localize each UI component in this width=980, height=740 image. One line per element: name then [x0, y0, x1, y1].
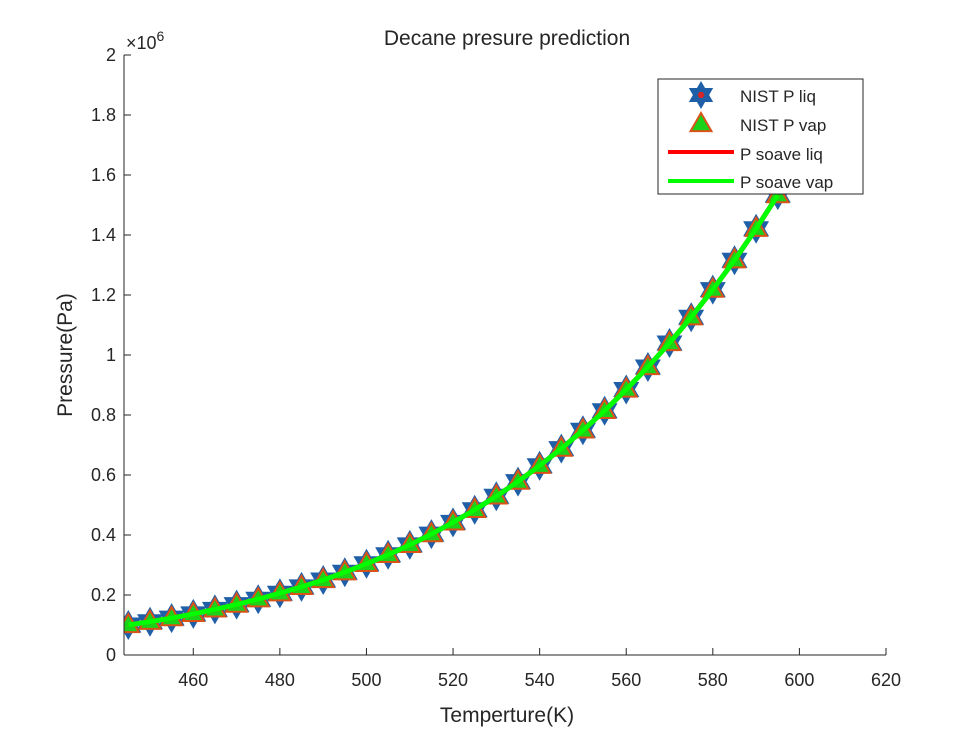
y-axis-label: Pressure(Pa)	[54, 293, 77, 417]
legend-label-p-soave-vap: P soave vap	[740, 173, 833, 192]
y-tick-label: 1.8	[91, 105, 116, 125]
y-multiplier-exponent: 6	[157, 28, 165, 44]
legend-entry-nist-p-vap: NIST P vap	[688, 110, 826, 135]
legend-triangle-shape	[688, 110, 714, 133]
y-tick-label: 2	[106, 45, 116, 65]
legend-label-nist-p-vap: NIST P vap	[740, 116, 826, 135]
x-tick-label: 580	[698, 670, 728, 690]
y-tick-label: 0.2	[91, 585, 116, 605]
y-multiplier-base: ×10	[126, 33, 157, 53]
y-tick-label: 0.6	[91, 465, 116, 485]
x-tick-label: 460	[178, 670, 208, 690]
x-tick-label: 620	[871, 670, 901, 690]
y-tick-label: 1	[106, 345, 116, 365]
x-tick-label: 520	[438, 670, 468, 690]
legend-hexagram-shape	[688, 81, 714, 109]
legend-entry-p-soave-liq: P soave liq	[668, 145, 823, 164]
series-3	[127, 193, 780, 628]
legend-entry-p-soave-vap: P soave vap	[668, 173, 833, 192]
legend: NIST P liq NIST P vap P soave liq P soav…	[657, 78, 864, 195]
y-tick-label: 1.4	[91, 225, 116, 245]
y-tick-label: 1.2	[91, 285, 116, 305]
x-tick-label: 560	[611, 670, 641, 690]
x-axis-label: Temperture(K)	[440, 704, 574, 727]
legend-triangle-marker	[688, 110, 714, 133]
y-tick-label: 0.8	[91, 405, 116, 425]
y-tick-label: 0	[106, 645, 116, 665]
y-tick-label: 0.4	[91, 525, 116, 545]
legend-label-p-soave-liq: P soave liq	[740, 145, 823, 164]
x-tick-label: 540	[525, 670, 555, 690]
y-tick-label: 1.6	[91, 165, 116, 185]
x-tick-label: 480	[265, 670, 295, 690]
legend-label-nist-p-liq: NIST P liq	[740, 87, 816, 106]
x-tick-label: 600	[784, 670, 814, 690]
legend-entry-nist-p-liq: NIST P liq	[688, 81, 816, 109]
x-tick-label: 500	[351, 670, 381, 690]
chart-title: Decane presure prediction	[384, 27, 630, 50]
series-line	[127, 193, 780, 628]
y-multiplier: ×106	[126, 28, 165, 53]
legend-hexagram-marker	[688, 81, 714, 109]
